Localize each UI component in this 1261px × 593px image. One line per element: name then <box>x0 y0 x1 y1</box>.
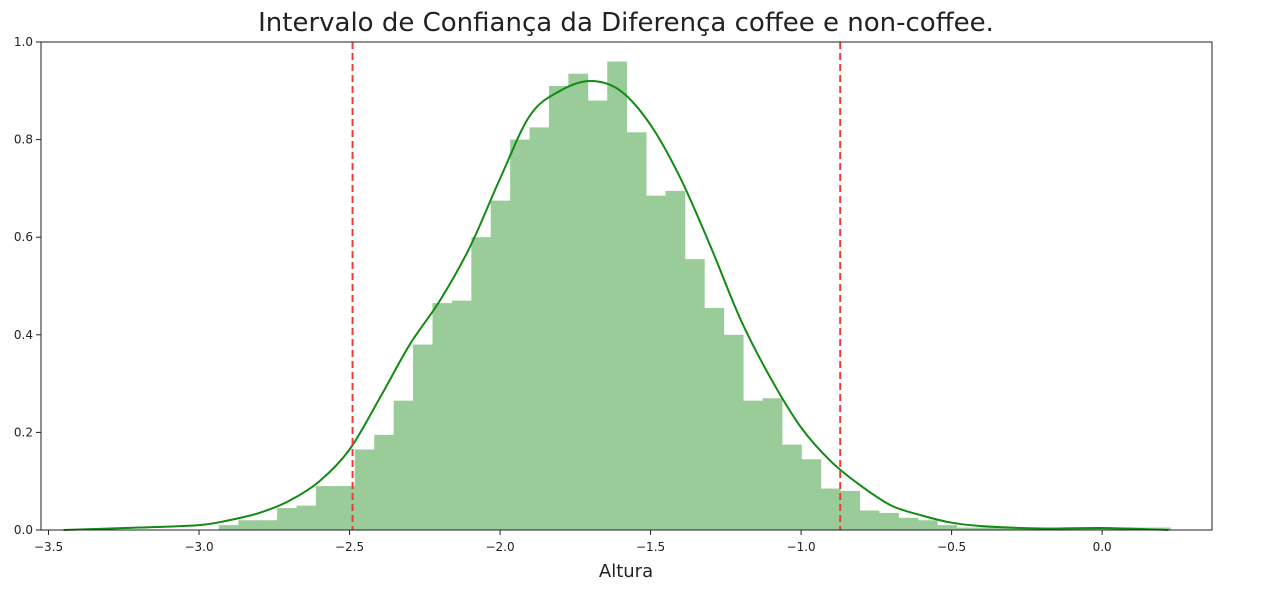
histogram-bar <box>393 400 414 530</box>
histogram-bar <box>257 520 278 530</box>
x-tick-label: −2.0 <box>485 540 514 554</box>
histogram-bar <box>937 525 958 530</box>
histogram-bar <box>451 300 472 530</box>
histogram-bar <box>879 512 899 530</box>
y-tick-label: 0.6 <box>14 230 33 244</box>
kde-curve <box>63 80 1169 531</box>
y-tick-label: 0.4 <box>14 328 33 342</box>
histogram-bar <box>374 434 395 530</box>
x-tick-label: −2.5 <box>335 540 364 554</box>
x-tick-label: 0.0 <box>1093 540 1112 554</box>
kde-layer <box>63 80 1169 531</box>
histogram-bar <box>723 334 744 530</box>
x-tick-label: −3.5 <box>34 540 63 554</box>
y-tick-label: 0.0 <box>14 523 33 537</box>
histogram-bar <box>743 400 763 530</box>
confidence-interval-lines <box>351 42 842 530</box>
y-tick-label: 0.8 <box>14 133 33 147</box>
x-tick-label: −1.5 <box>636 540 665 554</box>
histogram-bar <box>510 139 530 530</box>
histogram-bar <box>995 527 1016 530</box>
x-tick-label: −0.5 <box>937 540 966 554</box>
histogram-bar <box>296 505 317 530</box>
histogram-bar <box>626 132 647 530</box>
histogram-bar <box>529 127 550 531</box>
histogram-bar <box>898 517 919 530</box>
histogram-bar <box>568 73 589 530</box>
histogram-bar <box>432 303 453 530</box>
x-tick-label: −3.0 <box>184 540 213 554</box>
histogram-bar <box>335 486 356 530</box>
histogram-bar <box>413 344 433 530</box>
histogram-bar <box>820 488 841 530</box>
histogram-bar <box>471 237 492 530</box>
histogram-bar <box>646 195 666 530</box>
histogram-bar <box>976 527 996 530</box>
plot-frame <box>40 41 1213 531</box>
y-axis: 0.0 0.2 0.4 0.6 0.8 1.0 <box>14 35 41 537</box>
y-tick-label: 0.2 <box>14 425 33 439</box>
histogram-bar <box>315 486 336 530</box>
histogram-bar <box>859 510 880 530</box>
histogram-bar <box>781 444 802 530</box>
histogram-bar <box>684 259 705 530</box>
histogram-bar <box>490 200 511 530</box>
histogram-bar <box>917 520 938 530</box>
chart-title: Intervalo de Confiança da Diferença coff… <box>258 8 994 38</box>
x-tick-label: −1.0 <box>787 540 816 554</box>
histogram-bar <box>548 85 569 531</box>
x-axis-label: Altura <box>599 561 653 582</box>
histogram-bar <box>840 490 861 530</box>
x-axis: −3.5 −3.0 −2.5 −2.0 −1.5 −1.0 −0.5 0.0 <box>34 530 1112 554</box>
histogram-bar <box>704 307 725 530</box>
histogram-bar <box>665 190 686 530</box>
histogram-bar <box>587 100 608 530</box>
histogram-bar <box>762 398 783 530</box>
y-tick-label: 1.0 <box>14 35 33 49</box>
histogram-bar <box>218 525 239 530</box>
histogram-bar <box>277 508 297 530</box>
histogram-bar <box>607 61 628 531</box>
histogram-bar <box>801 459 822 530</box>
histogram-bar <box>956 527 977 530</box>
histogram-bar <box>238 520 259 530</box>
histogram-bars <box>218 61 1171 531</box>
histogram-bar <box>354 449 375 530</box>
